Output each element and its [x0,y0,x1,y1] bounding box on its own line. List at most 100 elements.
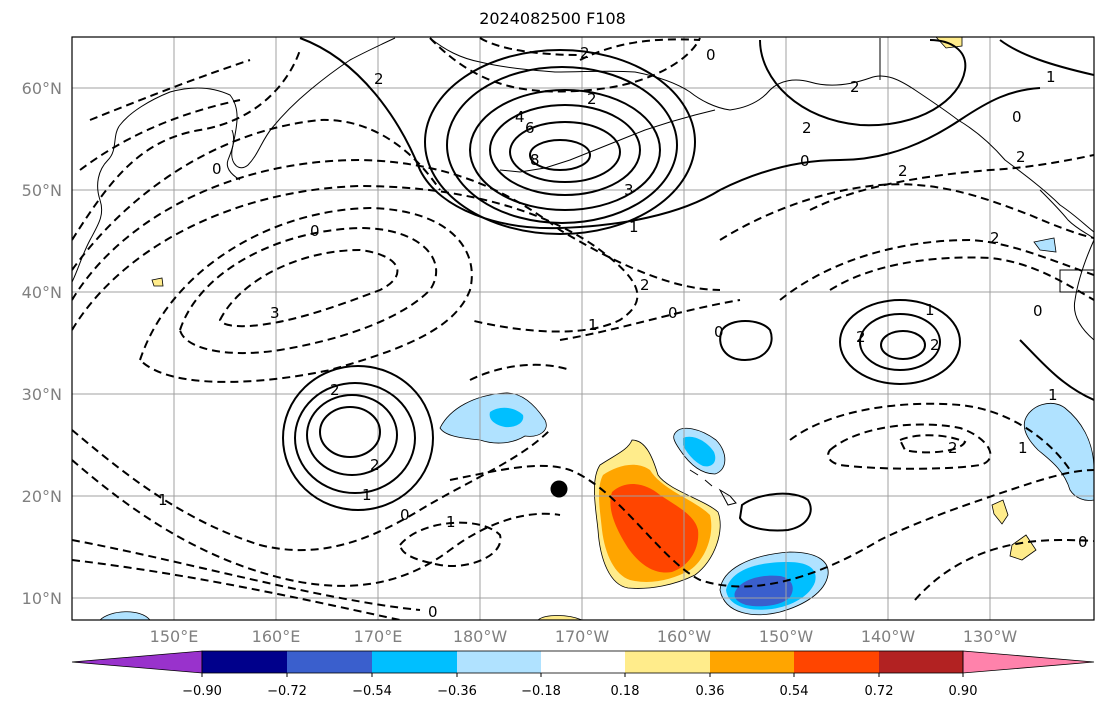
lon-tick-label: 160°W [657,627,712,646]
contour-label: 2 [948,439,958,457]
contour-label: 2 [802,119,812,137]
colorbar-cell [625,651,710,673]
contour-neg-17 [827,423,992,470]
contour-label: 3 [270,304,280,322]
lon-tick-label: 180°W [453,627,508,646]
contour-label: 1 [158,491,168,509]
longitude-axis: 150°E 160°E 170°E 180°W 170°W 160°W 150°… [150,627,1018,646]
contour-label: 1 [446,513,456,531]
colorbar-tick-label: 0.54 [780,684,809,699]
contour-label: 8 [530,151,540,169]
contour-pos-east-3 [880,330,926,360]
contour-label: 0 [1033,302,1043,320]
contour-neg-4 [72,184,639,333]
colorbar-cell [71,650,203,674]
contour-neg-3 [138,206,473,383]
contour-label: 1 [629,218,639,236]
contour-neg-12 [72,539,421,611]
colorbar-cell [287,651,372,673]
contour-label: 0 [668,304,678,322]
contour-neg-14 [398,521,502,567]
contour-neg-19 [914,538,1094,601]
colorbar-tick-label: −0.36 [437,684,477,699]
contour-label: 0 [706,46,716,64]
coast-west-us [1073,239,1094,341]
contour-label: 0 [800,152,810,170]
contour-pos-small-2 [738,492,812,532]
negative-anomaly-east [1023,403,1094,501]
contour-label: 0 [428,603,438,621]
contour-pos-aleutian-center [529,139,591,171]
contour-label: 2 [856,328,866,346]
contour-neg-9 [89,59,251,121]
contour-label: 0 [714,323,724,341]
contour-label: 3 [624,181,634,199]
grid [72,37,1094,620]
contour-label: 0 [310,222,320,240]
contour-neg-11 [72,459,561,587]
contour-pos-aleutian-3 [446,66,678,224]
coast-aleutians [499,109,716,173]
contour-label: 1 [362,486,372,504]
contour-label: 2 [1016,148,1026,166]
contour-label: 0 [212,160,222,178]
coast-alaska [429,37,1094,233]
contour-neg-15 [449,363,1094,588]
contour-label: 1 [1018,439,1028,457]
contour-label: 2 [930,336,940,354]
contour-neg-10 [72,429,551,552]
colorbar-cell [710,651,794,673]
contour-label: 2 [370,456,380,474]
contour-label: 2 [330,381,340,399]
contour-label: 1 [925,301,935,319]
contour-neg-23 [829,256,1094,301]
lat-tick-label: 30°N [22,385,62,404]
contour-label: 2 [580,44,590,62]
contour-pos-aleutian-1 [489,104,641,196]
colorbar-tick-label: 0.72 [865,684,894,699]
contour-pos-aleutian-core [509,121,621,183]
contour-neg-5 [72,158,721,301]
lon-tick-label: 140°W [861,627,916,646]
contour-neg-7 [72,49,301,241]
contour-pos-east-coast [1019,339,1094,401]
colorbar: −0.90 −0.72 −0.54 −0.36 −0.18 0.18 0.36 … [71,650,1095,699]
positive-spot-1 [991,499,1009,525]
colorbar-tick-label: −0.90 [182,684,222,699]
colorbar-tick-label: 0.90 [949,684,978,699]
contour-neg-21 [779,238,1094,301]
contour-pos-north-east [759,39,967,127]
negative-anomaly-inner [734,575,793,607]
lon-tick-label: 150°W [759,627,814,646]
contour-label: 0 [400,506,410,524]
lon-tick-label: 150°E [150,627,199,646]
colorbar-cell [962,650,1095,674]
lat-tick-label: 20°N [22,487,62,506]
contour-label: 4 [515,108,525,126]
negative-anomaly-east-small [1033,237,1057,253]
colorbar-cell [879,651,963,673]
contour-pos-aleutian-4 [424,49,696,235]
contour-label: 6 [525,119,535,137]
contour-label: 1 [1046,68,1056,86]
colorbar-cell [202,651,287,673]
coast-hawaii [689,469,737,506]
coast-kamchatka [226,129,241,181]
contour-label: 1 [588,316,598,334]
colorbar-tick-label: −0.54 [352,684,392,699]
contour-neg-6 [72,118,441,271]
contour-pos-aleutian-2 [469,89,661,211]
location-marker [550,480,568,498]
negative-anomaly-dateline-core [489,407,524,428]
contour-label: 2 [640,276,650,294]
contour-neg-8 [79,99,241,171]
colorbar-tick-label: 0.18 [611,684,640,699]
contour-label: 2 [850,78,860,96]
contour-label: 2 [587,90,597,108]
negative-contours [72,37,1094,620]
contour-label: 1 [1048,386,1058,404]
contour-neg-24 [559,299,741,341]
contour-pos-small-1 [719,320,773,362]
contour-pos-east-2 [859,313,941,371]
